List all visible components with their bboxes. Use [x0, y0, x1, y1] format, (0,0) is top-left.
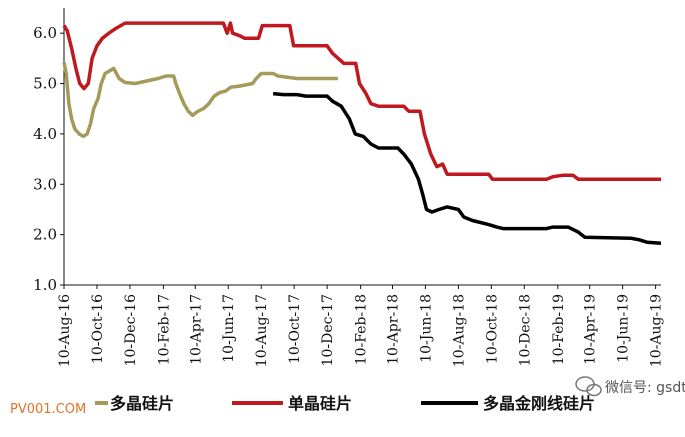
x-tick-label-14: 10-Dec-18 [517, 294, 533, 366]
watermark: 微信号: gsdtfx PV001.COM [10, 376, 685, 417]
x-axis-ticks: 10-Aug-16 10-Oct-16 10-Dec-16 10-Feb-17 10-A… [57, 285, 665, 367]
series-line-1 [62, 21, 661, 181]
legend-label-series-2: 多晶金刚线硅片 [483, 394, 595, 413]
x-tick-label-9: 10-Feb-18 [354, 294, 370, 365]
y-tick-label-1: 2.0 [33, 226, 57, 244]
x-tick-label-6: 10-Aug-17 [254, 294, 270, 367]
x-tick-label-12: 10-Aug-18 [451, 294, 467, 367]
y-tick-label-3: 4.0 [33, 125, 57, 143]
legend: 多晶硅片 单晶硅片 多晶金刚线硅片 [95, 394, 595, 413]
legend-label-series-0: 多晶硅片 [110, 394, 174, 413]
x-tick-label-4: 10-Apr-17 [188, 294, 204, 365]
wechat-icon [575, 376, 602, 397]
x-tick-label-5: 10-Jun-17 [221, 294, 237, 363]
x-tick-label-8: 10-Dec-17 [320, 294, 336, 366]
x-tick-label-17: 10-Jun-19 [616, 294, 632, 363]
legend-label-series-1: 单晶硅片 [288, 394, 352, 413]
x-tick-label-15: 10-Feb-19 [551, 294, 567, 365]
x-tick-label-3: 10-Feb-17 [156, 294, 172, 365]
y-tick-label-0: 1.0 [33, 276, 57, 294]
x-tick-label-11: 10-Jun-18 [418, 294, 434, 363]
y-tick-label-5: 6.0 [33, 24, 57, 42]
watermark-wechat-label: 微信号: gsdtfx [605, 380, 685, 396]
x-tick-label-18: 10-Aug-19 [649, 294, 665, 367]
x-tick-label-13: 10-Oct-18 [484, 294, 500, 364]
x-tick-label-1: 10-Oct-16 [90, 294, 106, 364]
series-line-2 [272, 91, 662, 245]
watermark-site-label: PV001.COM [10, 402, 86, 417]
series-line-0 [62, 62, 338, 139]
x-tick-label-2: 10-Dec-16 [123, 294, 139, 367]
y-tick-label-4: 5.0 [33, 75, 57, 93]
x-tick-label-16: 10-Apr-19 [583, 294, 599, 365]
y-axis-ticks: 1.0 2.0 3.0 4.0 5.0 6.0 [33, 24, 64, 294]
series-layer [62, 21, 662, 245]
x-tick-label-7: 10-Oct-17 [287, 294, 303, 364]
x-tick-label-10: 10-Apr-18 [385, 294, 401, 365]
y-tick-label-2: 3.0 [33, 175, 57, 193]
x-tick-label-0: 10-Aug-16 [57, 294, 73, 367]
